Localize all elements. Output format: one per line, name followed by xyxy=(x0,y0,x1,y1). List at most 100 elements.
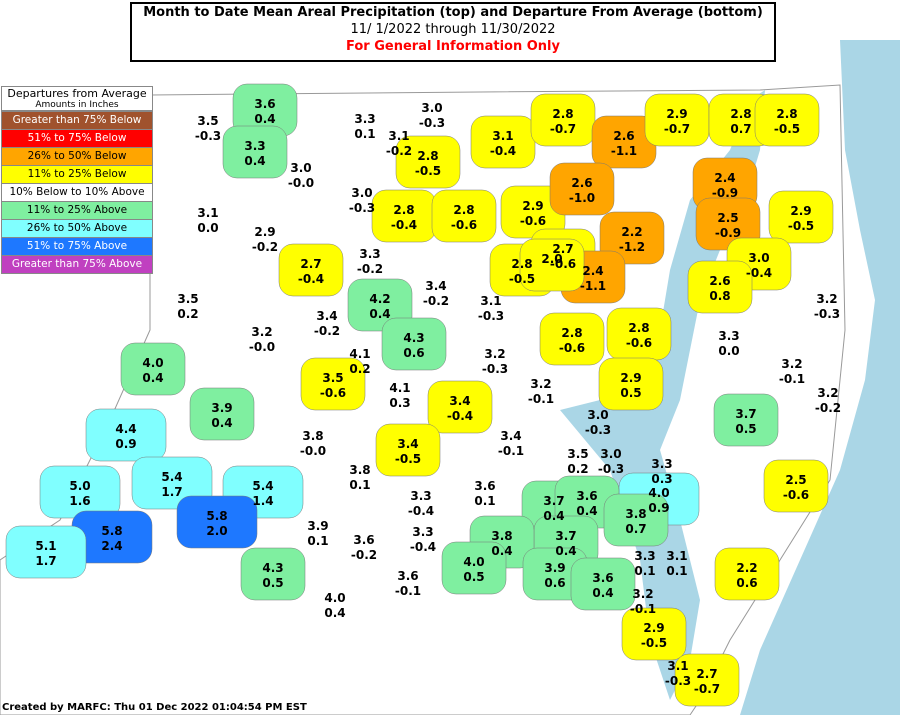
precip-value: 2.2 xyxy=(736,561,757,575)
precip-value: 5.4 xyxy=(161,470,182,484)
departure-value: -0.5 xyxy=(641,636,667,650)
precip-value: 2.8 xyxy=(730,107,751,121)
precip-value: 4.2 xyxy=(369,292,390,306)
departure-value: -0.6 xyxy=(451,218,477,232)
area-region xyxy=(768,190,834,244)
departure-value: -0.2 xyxy=(252,240,278,254)
area-region xyxy=(300,357,366,411)
legend-item: Greater than 75% Above xyxy=(2,255,152,273)
departure-value: 0.5 xyxy=(463,570,484,584)
precip-value: 2.4 xyxy=(582,264,603,278)
departure-value: 0.4 xyxy=(369,307,390,321)
departure-value: -0.5 xyxy=(774,122,800,136)
departure-value: -0.3 xyxy=(598,462,624,476)
area-region xyxy=(120,342,186,396)
precip-value: 2.9 xyxy=(643,621,664,635)
departure-value: -0.1 xyxy=(498,444,524,458)
precip-value: 5.4 xyxy=(252,479,273,493)
departure-value: 0.9 xyxy=(648,501,669,515)
precip-value: 3.0 xyxy=(351,186,372,200)
departure-value: 0.2 xyxy=(349,362,370,376)
departure-value: -0.6 xyxy=(520,214,546,228)
departure-value: -0.3 xyxy=(419,116,445,130)
precip-value: 3.4 xyxy=(316,309,337,323)
precip-value: 3.1 xyxy=(388,129,409,143)
departure-value: -0.4 xyxy=(298,272,324,286)
precip-value: 3.1 xyxy=(666,549,687,563)
precip-value: 3.3 xyxy=(410,489,431,503)
departure-value: -0.6 xyxy=(320,386,346,400)
precip-value: 3.9 xyxy=(544,561,565,575)
departure-value: -0.6 xyxy=(550,257,576,271)
precip-value: 3.2 xyxy=(817,386,838,400)
area-region xyxy=(85,408,167,462)
precip-value: 3.3 xyxy=(634,549,655,563)
precip-value: 2.5 xyxy=(785,473,806,487)
area-region xyxy=(427,380,493,434)
precip-value: 3.0 xyxy=(290,161,311,175)
area-region xyxy=(714,547,780,601)
precip-value: 3.3 xyxy=(651,457,672,471)
precip-value: 2.9 xyxy=(790,204,811,218)
departure-value: 0.1 xyxy=(349,478,370,492)
precip-value: 3.1 xyxy=(480,294,501,308)
departure-value: 0.5 xyxy=(735,422,756,436)
precip-value: 3.2 xyxy=(816,292,837,306)
departure-value: -0.7 xyxy=(550,122,576,136)
area-region xyxy=(530,93,596,147)
precip-value: 3.6 xyxy=(353,533,374,547)
precip-value: 3.2 xyxy=(632,587,653,601)
area-region xyxy=(375,423,441,477)
legend-title: Departures from Average xyxy=(7,87,147,100)
departure-value: 0.5 xyxy=(620,386,641,400)
departure-value: -0.4 xyxy=(490,144,516,158)
departure-value: -0.3 xyxy=(482,362,508,376)
precip-value: 2.7 xyxy=(300,257,321,271)
departure-value: -0.4 xyxy=(408,504,434,518)
precip-value: 2.2 xyxy=(621,225,642,239)
legend-item: 26% to 50% Above xyxy=(2,219,152,237)
departure-value: 0.4 xyxy=(142,371,163,385)
area-region xyxy=(240,547,306,601)
departure-value: -0.0 xyxy=(249,340,275,354)
precip-value: 3.0 xyxy=(587,408,608,422)
precip-value: 3.3 xyxy=(354,112,375,126)
departure-value: -0.4 xyxy=(447,409,473,423)
dates: 11/ 1/2022 through 11/30/2022 xyxy=(350,22,556,37)
area-region xyxy=(599,211,665,265)
precip-value: 4.4 xyxy=(115,422,136,436)
departure-value: -0.3 xyxy=(349,201,375,215)
precip-value: 5.8 xyxy=(101,524,122,538)
departure-value: -0.3 xyxy=(814,307,840,321)
departure-value: -0.6 xyxy=(783,488,809,502)
notice: For General Information Only xyxy=(346,39,560,54)
legend-item: 11% to 25% Below xyxy=(2,165,152,183)
precip-value: 3.1 xyxy=(197,206,218,220)
precip-value: 2.7 xyxy=(552,242,573,256)
departure-value: -0.3 xyxy=(585,423,611,437)
precip-value: 4.0 xyxy=(463,555,484,569)
departure-value: 0.2 xyxy=(177,307,198,321)
departure-value: 0.6 xyxy=(544,576,565,590)
area-region xyxy=(763,459,829,513)
areas xyxy=(5,83,834,707)
departure-value: 0.5 xyxy=(262,576,283,590)
precip-value: 2.9 xyxy=(666,107,687,121)
precip-value: 3.6 xyxy=(397,569,418,583)
departure-value: -0.3 xyxy=(478,309,504,323)
area-region xyxy=(549,162,615,216)
precip-value: 3.3 xyxy=(359,247,380,261)
departure-value: -0.5 xyxy=(788,219,814,233)
departure-value: -0.2 xyxy=(815,401,841,415)
departure-value: -0.2 xyxy=(351,548,377,562)
precip-value: 3.7 xyxy=(543,494,564,508)
area-region xyxy=(539,312,605,366)
departure-value: 0.6 xyxy=(403,346,424,360)
departure-value: 0.7 xyxy=(625,522,646,536)
area-region xyxy=(519,238,585,292)
area-region xyxy=(674,653,740,707)
precip-value: 3.6 xyxy=(254,97,275,111)
departure-value: 0.2 xyxy=(567,462,588,476)
departure-value: 0.6 xyxy=(736,576,757,590)
precip-value: 3.3 xyxy=(718,329,739,343)
